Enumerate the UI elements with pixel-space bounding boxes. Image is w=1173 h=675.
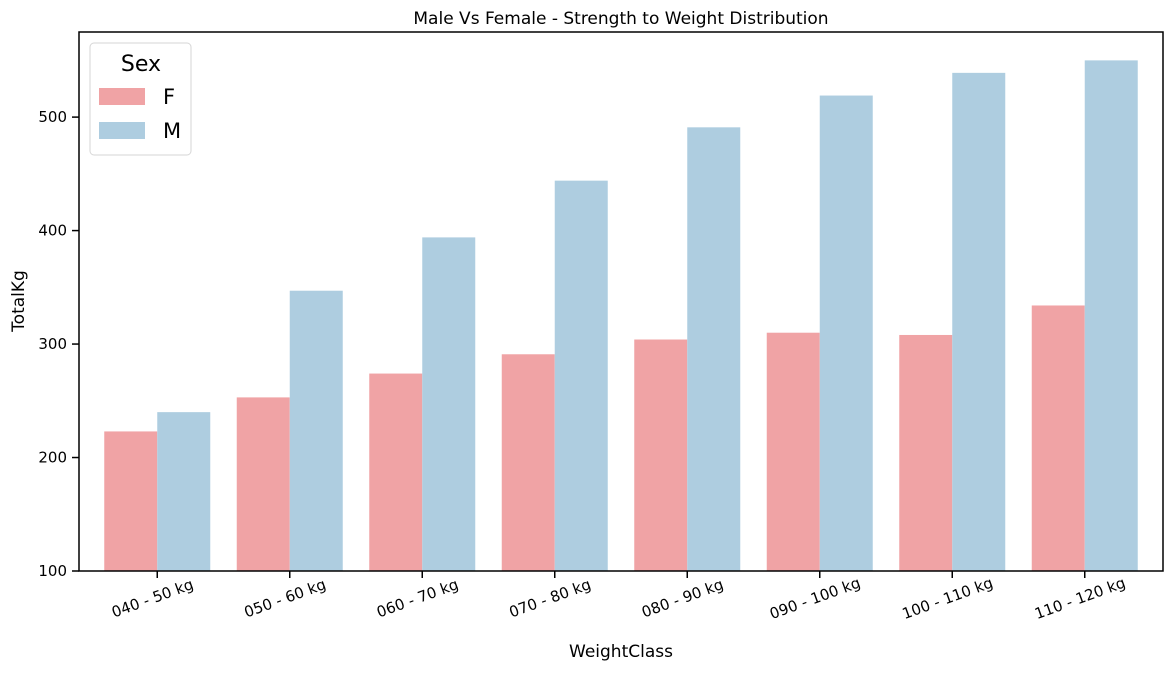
legend-title: Sex [121,52,161,77]
bar-m-1 [289,290,343,571]
y-tick-label: 400 [38,222,67,240]
bar-m-5 [819,95,873,572]
y-axis-label: TotalKg [9,270,29,333]
x-tick-label: 090 - 100 kg [767,574,863,623]
x-tick-label: 040 - 50 kg [109,575,196,621]
bar-m-4 [687,127,741,571]
legend: Sex FM [89,42,192,156]
chart-title: Male Vs Female - Strength to Weight Dist… [413,9,828,29]
bar-f-5 [766,332,820,571]
legend-items: FM [99,85,181,143]
bar-m-0 [157,412,211,571]
bar-f-1 [236,397,290,571]
x-tick-label: 110 - 120 kg [1032,574,1128,623]
bar-m-7 [1084,60,1138,572]
bar-f-7 [1031,305,1085,571]
x-axis-label: WeightClass [569,642,673,662]
y-tick-label: 200 [38,449,67,467]
bar-f-2 [369,373,423,571]
legend-swatch-m [99,122,145,139]
x-tick-label: 080 - 90 kg [639,575,726,621]
y-tick-label: 300 [38,335,67,353]
bar-m-6 [952,72,1006,571]
x-tick-label: 050 - 60 kg [242,575,329,621]
legend-label-m: M [163,119,181,143]
bars-group [104,60,1138,572]
bar-f-6 [899,334,953,571]
bar-f-3 [501,354,555,571]
legend-swatch-f [99,88,145,105]
plot-frame [78,31,1164,572]
legend-label-f: F [163,85,175,109]
bar-f-4 [634,339,688,571]
x-tick-label: 100 - 110 kg [900,574,996,623]
bar-m-2 [422,237,476,571]
bar-m-3 [554,180,608,571]
bar-f-0 [104,431,158,571]
y-tick-label: 500 [38,108,67,126]
x-tick-label: 070 - 80 kg [507,575,594,621]
x-tick-label: 060 - 70 kg [374,575,461,621]
y-tick-label: 100 [38,562,67,580]
